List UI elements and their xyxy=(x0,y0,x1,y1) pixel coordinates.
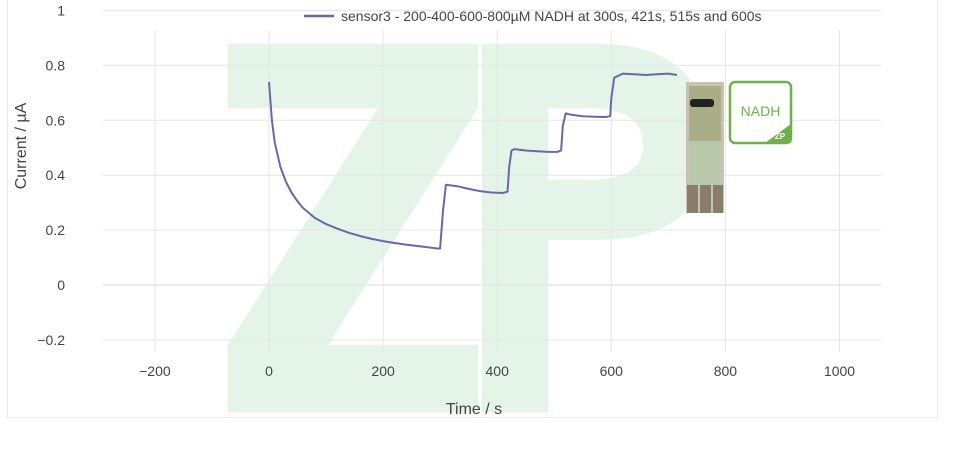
nadh-badge-frame xyxy=(728,80,793,145)
x-axis-ticks: −200 0 200 400 600 800 1000 xyxy=(139,363,855,379)
watermark-p xyxy=(482,44,708,412)
y-axis-label: Current / µA xyxy=(13,102,30,189)
y-tick-label: 0.2 xyxy=(46,222,66,238)
y-tick-label: 0.4 xyxy=(46,167,66,183)
x-tick-label: 200 xyxy=(371,363,395,379)
y-tick-label: 0 xyxy=(57,277,65,293)
y-tick-label: 1 xyxy=(57,3,65,19)
chart-frame: ZP NADH ZP −200 0 200 400 600 800 1000 −0.2 0 0.… xyxy=(7,0,938,418)
nadh-badge: NADH ZP xyxy=(728,80,793,145)
line-chart: ZP NADH ZP −200 0 200 400 600 800 1000 −0.2 0 0.… xyxy=(13,3,881,418)
x-axis-label: Time / s xyxy=(446,401,502,418)
sensor-strip-reagent-area xyxy=(689,86,721,141)
x-tick-label: 1000 xyxy=(824,363,855,379)
sensor-strip-contact-2 xyxy=(700,185,711,213)
y-tick-label: 0.8 xyxy=(46,57,66,73)
sensor-strip-contact-3 xyxy=(713,185,723,213)
gridlines xyxy=(103,10,881,352)
legend-label: sensor3 - 200-400-600-800µM NADH at 300s… xyxy=(341,8,762,24)
x-tick-label: −200 xyxy=(139,363,171,379)
y-tick-label: 0.6 xyxy=(46,112,66,128)
nadh-badge-corner-label: ZP xyxy=(775,132,786,141)
sensor-strip-tracks xyxy=(689,141,721,185)
nadh-badge-label: NADH xyxy=(741,103,781,119)
y-tick-label: −0.2 xyxy=(37,332,65,348)
x-tick-label: 0 xyxy=(265,363,273,379)
x-tick-label: 600 xyxy=(600,363,624,379)
y-axis-ticks: −0.2 0 0.2 0.4 0.6 0.8 1 xyxy=(37,3,65,348)
legend[interactable]: sensor3 - 200-400-600-800µM NADH at 300s… xyxy=(304,8,762,24)
sensor-strip-window xyxy=(690,99,714,107)
watermark-z xyxy=(228,44,478,412)
zp-watermark: ZP xyxy=(228,44,708,412)
sensor-strip-contact-1 xyxy=(687,185,698,213)
x-tick-label: 400 xyxy=(486,363,510,379)
series-line-sensor3 xyxy=(268,72,678,250)
x-tick-label: 800 xyxy=(714,363,738,379)
nadh-badge-corner xyxy=(765,124,791,143)
sensor-strip-image xyxy=(686,82,724,213)
